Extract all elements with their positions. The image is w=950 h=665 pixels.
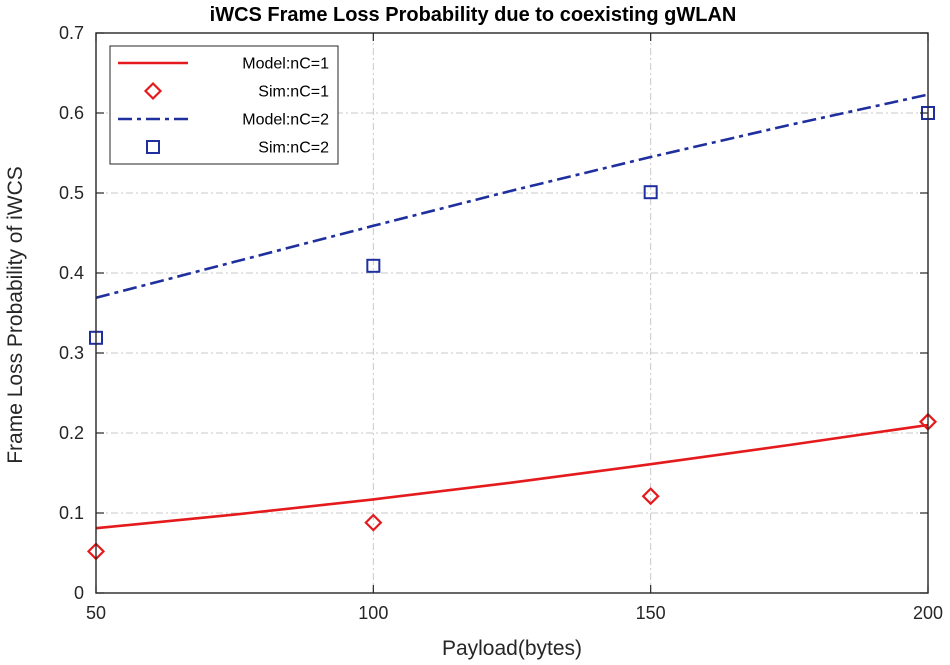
y-tick-label: 0.6 (59, 103, 84, 123)
y-tick-label: 0.5 (59, 183, 84, 203)
y-tick-label: 0.3 (59, 343, 84, 363)
chart-title: iWCS Frame Loss Probability due to coexi… (210, 4, 737, 26)
plot-frame (95, 32, 929, 594)
legend-marker-swatch (143, 81, 163, 101)
legend-label: Model:nC=1 (242, 56, 329, 73)
data-point (364, 513, 383, 532)
y-tick-label: 0.1 (59, 503, 84, 523)
x-tick-label: 100 (358, 603, 388, 623)
series-line (95, 93, 929, 300)
x-tick-label: 50 (86, 603, 106, 623)
legend-marker-swatch (146, 140, 160, 154)
x-axis-label: Payload(bytes) (442, 637, 582, 660)
x-tick-label: 150 (636, 603, 666, 623)
y-axis-label: Frame Loss Probability of iWCS (4, 166, 27, 464)
data-point (643, 185, 658, 200)
data-point (641, 487, 660, 506)
series-model-nc-1 (95, 423, 929, 530)
y-tick-label: 0.4 (59, 263, 84, 283)
axis-ticks: 0 0.1 0.2 0.3 0.4 0.5 0.6 0.7 50 100 150 200 (59, 23, 943, 623)
legend-label: Model:nC=2 (242, 112, 329, 129)
legend-items: Model:nC=1 Sim:nC=1 Model:nC=2 Sim:nC=2 (118, 56, 329, 157)
legend-item: Sim:nC=2 (146, 140, 329, 157)
x-tick-label: 200 (913, 603, 943, 623)
legend-item: Sim:nC=1 (143, 81, 329, 101)
legend: Model:nC=1 Sim:nC=1 Model:nC=2 Sim:nC=2 (109, 45, 339, 165)
series-line (95, 423, 929, 530)
y-tick-label: 0.2 (59, 423, 84, 443)
y-tick-label: 0 (74, 583, 84, 603)
legend-item: Model:nC=2 (118, 112, 329, 129)
legend-label: Sim:nC=1 (258, 84, 329, 101)
legend-label: Sim:nC=2 (258, 140, 329, 157)
series-model-nc-2 (95, 93, 929, 300)
legend-item: Model:nC=1 (118, 56, 329, 73)
y-tick-label: 0.7 (59, 23, 84, 43)
data-point (366, 258, 381, 273)
